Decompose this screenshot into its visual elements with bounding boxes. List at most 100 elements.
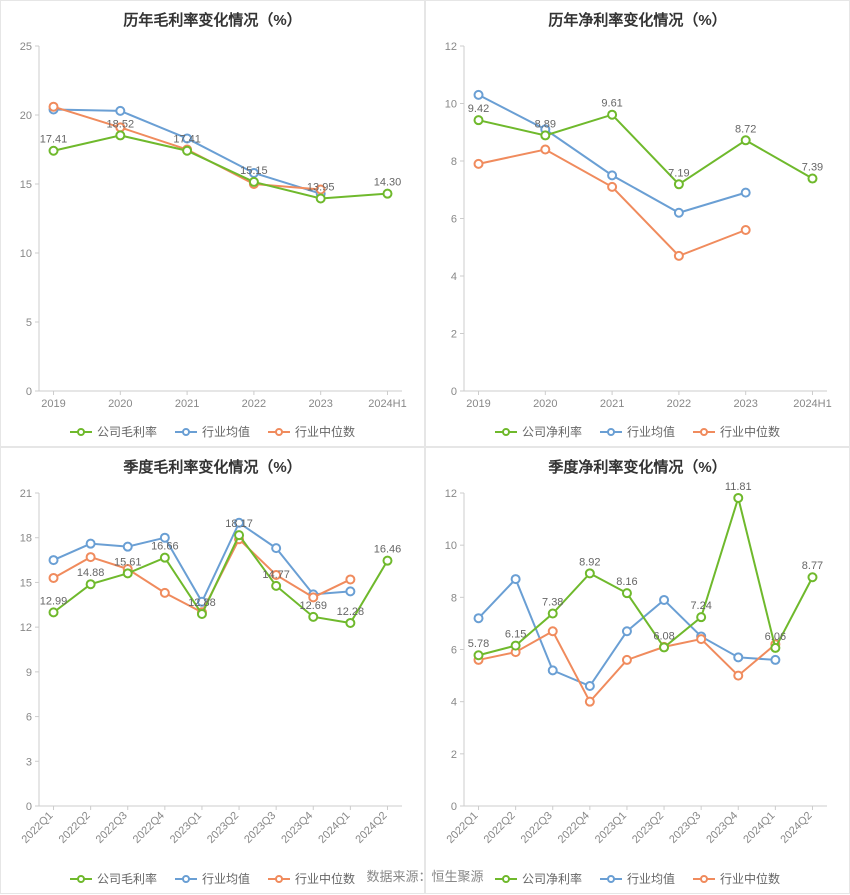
y-tick-label: 10 bbox=[445, 540, 457, 552]
y-tick-label: 2 bbox=[451, 749, 457, 761]
series-marker-company bbox=[309, 613, 317, 621]
series-line-industry_median bbox=[479, 631, 776, 701]
legend-swatch-icon bbox=[175, 427, 197, 437]
y-tick-label: 9 bbox=[26, 667, 32, 679]
series-marker-industry_avg bbox=[608, 171, 616, 179]
chart-area: 0510152025201920202021202220232024H117.4… bbox=[5, 34, 420, 417]
legend-item-company[interactable]: 公司毛利率 bbox=[70, 870, 157, 887]
series-marker-company bbox=[50, 608, 58, 616]
data-label: 14.77 bbox=[262, 569, 290, 581]
x-tick-label: 2019 bbox=[466, 398, 490, 410]
series-marker-company bbox=[771, 644, 779, 652]
legend-swatch-icon bbox=[70, 874, 92, 884]
series-marker-industry_avg bbox=[623, 627, 631, 635]
series-marker-company bbox=[50, 147, 58, 155]
legend-swatch-icon bbox=[495, 427, 517, 437]
series-marker-industry_median bbox=[161, 589, 169, 597]
chart-title: 历年毛利率变化情况（%） bbox=[5, 9, 420, 30]
legend-item-industry_avg[interactable]: 行业均值 bbox=[175, 423, 250, 440]
series-marker-industry_median bbox=[50, 103, 58, 111]
series-marker-company bbox=[346, 619, 354, 627]
y-tick-label: 6 bbox=[26, 712, 32, 724]
x-tick-label: 2024H1 bbox=[793, 398, 832, 410]
series-marker-company bbox=[235, 531, 243, 539]
x-tick-label: 2022Q2 bbox=[57, 810, 93, 846]
legend-item-industry_avg[interactable]: 行业均值 bbox=[600, 423, 675, 440]
series-marker-industry_avg bbox=[734, 653, 742, 661]
legend-item-company[interactable]: 公司毛利率 bbox=[70, 423, 157, 440]
legend-swatch-icon bbox=[600, 874, 622, 884]
legend-item-industry_avg[interactable]: 行业均值 bbox=[600, 870, 675, 887]
panel-quarterly-gross: 季度毛利率变化情况（%） 0369121518212022Q12022Q2202… bbox=[0, 447, 425, 894]
data-label: 12.69 bbox=[300, 600, 328, 612]
x-tick-label: 2024H1 bbox=[368, 398, 407, 410]
series-marker-company bbox=[586, 569, 594, 577]
series-marker-company bbox=[87, 580, 95, 588]
legend-item-industry_median[interactable]: 行业中位数 bbox=[268, 870, 355, 887]
series-marker-industry_median bbox=[586, 698, 594, 706]
x-tick-label: 2024Q2 bbox=[353, 810, 389, 846]
y-tick-label: 8 bbox=[451, 156, 457, 168]
x-tick-label: 2023Q2 bbox=[205, 810, 241, 846]
y-tick-label: 0 bbox=[26, 801, 32, 813]
legend-item-industry_avg[interactable]: 行业均值 bbox=[175, 870, 250, 887]
series-marker-industry_avg bbox=[660, 596, 668, 604]
legend-swatch-icon bbox=[693, 874, 715, 884]
chart-legend: 公司毛利率 行业均值 行业中位数 bbox=[5, 417, 420, 442]
data-label: 6.08 bbox=[653, 630, 674, 642]
x-tick-label: 2020 bbox=[533, 398, 557, 410]
legend-label: 行业均值 bbox=[627, 423, 675, 440]
line-chart-svg: 024681012201920202021202220232024H19.428… bbox=[430, 34, 845, 417]
data-label: 9.61 bbox=[601, 98, 622, 110]
legend-item-industry_median[interactable]: 行业中位数 bbox=[693, 423, 780, 440]
data-label: 14.30 bbox=[374, 177, 402, 189]
legend-item-company[interactable]: 公司净利率 bbox=[495, 423, 582, 440]
y-tick-label: 15 bbox=[20, 179, 32, 191]
legend-swatch-icon bbox=[268, 874, 290, 884]
series-line-industry_median bbox=[479, 150, 746, 256]
legend-label: 公司净利率 bbox=[522, 423, 582, 440]
x-tick-label: 2020 bbox=[108, 398, 132, 410]
series-marker-industry_median bbox=[87, 553, 95, 561]
legend-swatch-icon bbox=[600, 427, 622, 437]
series-marker-industry_avg bbox=[549, 666, 557, 674]
line-chart-svg: 0246810122022Q12022Q22022Q32022Q42023Q12… bbox=[430, 481, 845, 864]
legend-swatch-icon bbox=[495, 874, 517, 884]
y-tick-label: 3 bbox=[26, 756, 32, 768]
data-label: 18.52 bbox=[107, 118, 135, 130]
series-marker-company bbox=[734, 494, 742, 502]
series-marker-company bbox=[808, 573, 816, 581]
x-tick-label: 2021 bbox=[175, 398, 199, 410]
y-tick-label: 25 bbox=[20, 41, 32, 53]
y-tick-label: 12 bbox=[445, 41, 457, 53]
x-tick-label: 2022 bbox=[242, 398, 266, 410]
legend-item-company[interactable]: 公司净利率 bbox=[495, 870, 582, 887]
series-marker-company bbox=[198, 610, 206, 618]
legend-item-industry_median[interactable]: 行业中位数 bbox=[268, 423, 355, 440]
series-marker-company bbox=[161, 554, 169, 562]
legend-swatch-icon bbox=[693, 427, 715, 437]
data-label: 6.06 bbox=[765, 631, 786, 643]
chart-legend: 公司净利率 行业均值 行业中位数 bbox=[430, 417, 845, 442]
data-label: 16.46 bbox=[374, 544, 402, 556]
x-tick-label: 2022Q1 bbox=[444, 810, 480, 846]
series-marker-company bbox=[675, 180, 683, 188]
series-marker-industry_avg bbox=[475, 614, 483, 622]
data-label: 5.78 bbox=[468, 638, 489, 650]
x-tick-label: 2023Q3 bbox=[667, 810, 703, 846]
series-marker-industry_avg bbox=[475, 91, 483, 99]
series-marker-industry_median bbox=[549, 627, 557, 635]
legend-item-industry_median[interactable]: 行业中位数 bbox=[693, 870, 780, 887]
x-tick-label: 2022Q4 bbox=[131, 810, 167, 846]
series-marker-industry_median bbox=[623, 656, 631, 664]
y-tick-label: 2 bbox=[451, 329, 457, 341]
legend-label: 行业中位数 bbox=[720, 423, 780, 440]
chart-title: 季度毛利率变化情况（%） bbox=[5, 456, 420, 477]
data-label: 14.88 bbox=[77, 567, 105, 579]
x-tick-label: 2024Q1 bbox=[316, 810, 352, 846]
series-marker-industry_avg bbox=[50, 556, 58, 564]
series-marker-company bbox=[383, 557, 391, 565]
series-marker-company bbox=[272, 582, 280, 590]
x-tick-label: 2022Q1 bbox=[19, 810, 55, 846]
series-marker-company bbox=[383, 190, 391, 198]
